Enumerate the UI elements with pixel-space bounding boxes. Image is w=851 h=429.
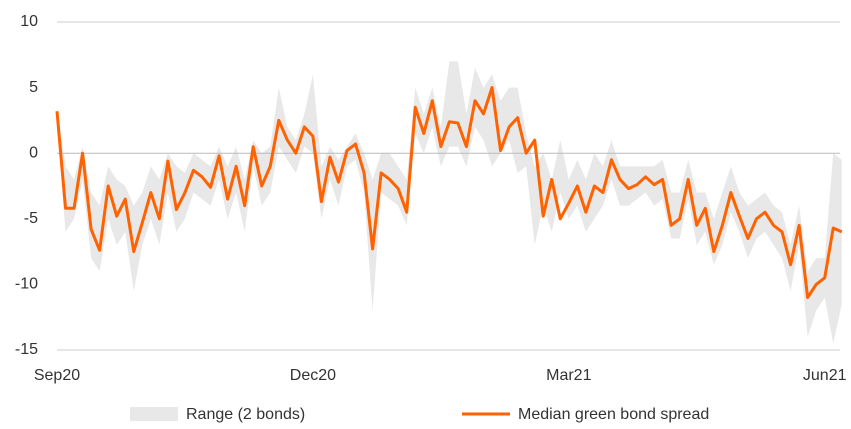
y-tick-label: -5: [24, 210, 38, 227]
y-tick-label: -15: [15, 341, 38, 358]
y-tick-label: 5: [29, 79, 38, 96]
y-tick-label: 10: [20, 13, 38, 30]
y-tick-label: -10: [15, 276, 38, 293]
median-line: [55, 86, 843, 300]
y-tick-label: 0: [29, 144, 38, 161]
x-tick-label: Jun21: [803, 367, 847, 384]
x-tick-label: Sep20: [34, 367, 80, 384]
x-tick-label: Dec20: [290, 367, 336, 384]
x-tick-label: Mar21: [546, 367, 591, 384]
range-area: [57, 61, 842, 344]
legend-label: Median green bond spread: [518, 406, 709, 423]
legend-label: Range (2 bonds): [186, 406, 305, 423]
legend-swatch: [130, 407, 178, 421]
